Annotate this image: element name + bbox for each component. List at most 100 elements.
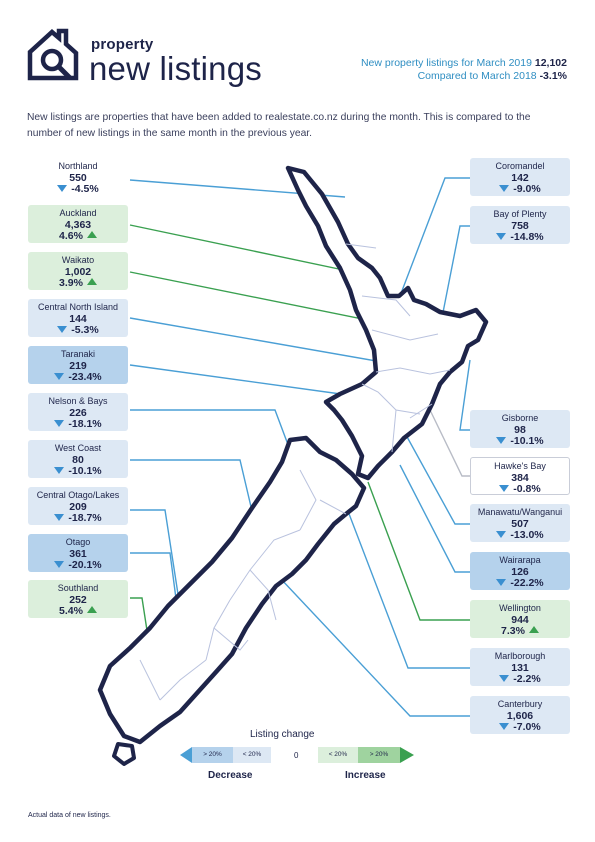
region-card-hawkes-bay: Hawke's Bay 384 -0.8% [470, 457, 570, 495]
region-change: -22.2% [510, 577, 544, 589]
region-value: 144 [69, 312, 87, 325]
region-change: -0.8% [513, 483, 541, 495]
region-name: Waikato [61, 255, 95, 265]
legend-inc-big: > 20% [369, 751, 389, 758]
region-card-wairarapa: Wairarapa 126 -22.2% [470, 552, 570, 590]
decrease-arrow-icon [54, 514, 65, 521]
legend-dec-small: < 20% [242, 751, 262, 758]
region-value: 944 [511, 613, 529, 626]
region-card-manawatu-wanganui: Manawatu/Wanganui 507 -13.0% [470, 504, 570, 542]
summary-total: New property listings for March 2019 12,… [361, 57, 567, 69]
legend-title: Listing change [250, 729, 315, 740]
region-card-wellington: Wellington 944 7.3% [470, 600, 570, 638]
region-name: West Coast [54, 443, 102, 453]
decrease-arrow-icon [54, 373, 65, 380]
region-card-west-coast: West Coast 80 -10.1% [28, 440, 128, 478]
leader-gisborne [459, 359, 471, 431]
region-change: -10.1% [68, 465, 102, 477]
region-name: Marlborough [494, 651, 546, 661]
region-value: 507 [511, 517, 529, 530]
region-value: 131 [511, 661, 529, 674]
increase-arrow-icon [86, 231, 97, 238]
region-card-bay-of-plenty: Bay of Plenty 758 -14.8% [470, 206, 570, 244]
region-change: 7.3% [501, 625, 525, 637]
region-value: 142 [511, 171, 529, 184]
leader-wellington [367, 481, 470, 621]
region-name: Southland [57, 583, 99, 593]
decrease-arrow-icon [496, 531, 507, 538]
leader-canterbury [279, 577, 470, 717]
decrease-arrow-icon [496, 437, 507, 444]
legend-zero: 0 [294, 751, 299, 760]
leader-central-north-island [129, 317, 406, 367]
intro-paragraph: New listings are properties that have be… [27, 112, 531, 139]
region-change: 3.9% [59, 277, 83, 289]
increase-arrow-icon [86, 606, 97, 613]
region-change: -2.2% [513, 673, 541, 685]
region-name: Otago [65, 537, 91, 547]
summary-total-value: 12,102 [534, 57, 567, 69]
leader-west-coast [130, 459, 257, 529]
region-name: Auckland [59, 208, 97, 218]
leader-bay-of-plenty [436, 225, 470, 344]
summary-comparison-value: -3.1% [539, 70, 567, 82]
decrease-arrow-icon [54, 561, 65, 568]
region-name: Northland [58, 161, 98, 171]
region-change: 4.6% [59, 230, 83, 242]
leader-central-otago [130, 509, 183, 621]
region-value: 4,363 [64, 218, 92, 231]
legend-scale [180, 747, 414, 763]
region-card-waikato: Waikato 1,002 3.9% [28, 252, 128, 290]
region-card-central-otago-lakes: Central Otago/Lakes 209 -18.7% [28, 487, 128, 525]
region-change: -18.1% [68, 418, 102, 430]
footnote: Actual data of new listings. [28, 812, 111, 819]
legend-increase-label: Increase [345, 770, 386, 781]
region-name: Gisborne [501, 413, 539, 423]
region-change: -14.8% [510, 231, 544, 243]
decrease-arrow-icon [499, 185, 510, 192]
region-name: Wairarapa [499, 555, 541, 565]
decrease-arrow-icon [499, 485, 510, 492]
north-island-outline [285, 165, 489, 481]
leader-manawatu [405, 434, 470, 525]
region-change: -9.0% [513, 183, 541, 195]
increase-arrow-icon [86, 278, 97, 285]
leader-hawkes-bay [429, 409, 470, 477]
region-change: -4.5% [71, 183, 99, 195]
decrease-arrow-icon [499, 723, 510, 730]
region-value: 550 [69, 171, 87, 184]
legend-inc-small: < 20% [328, 751, 348, 758]
region-name: Taranaki [60, 349, 96, 359]
region-card-coromandel: Coromandel 142 -9.0% [470, 158, 570, 196]
leader-waikato [129, 271, 383, 324]
decrease-arrow-icon [54, 467, 65, 474]
legend-decrease-label: Decrease [208, 770, 253, 781]
leader-marlborough [337, 484, 470, 669]
page-title: new listings [89, 50, 262, 87]
region-name: Hawke's Bay [494, 461, 546, 471]
region-value: 758 [511, 219, 529, 232]
region-change: -7.0% [513, 721, 541, 733]
region-value: 209 [69, 500, 87, 513]
region-change: -5.3% [71, 324, 99, 336]
summary-comparison-label: Compared to March 2018 [417, 70, 537, 82]
region-value: 80 [72, 453, 84, 466]
region-change: -23.4% [68, 371, 102, 383]
stewart-island-outline [112, 742, 136, 766]
region-name: Nelson & Bays [48, 396, 108, 406]
region-card-nelson-bays: Nelson & Bays 226 -18.1% [28, 393, 128, 431]
legend-dec-big: > 20% [203, 751, 222, 758]
decrease-arrow-icon [57, 185, 68, 192]
region-card-canterbury: Canterbury 1,606 -7.0% [470, 696, 570, 734]
region-card-otago: Otago 361 -20.1% [28, 534, 128, 572]
decrease-arrow-icon [57, 326, 68, 333]
region-card-gisborne: Gisborne 98 -10.1% [470, 410, 570, 448]
region-card-northland: Northland 550 -4.5% [28, 158, 128, 196]
region-change: -18.7% [68, 512, 102, 524]
region-name: Manawatu/Wanganui [477, 507, 563, 517]
region-name: Canterbury [497, 699, 543, 709]
decrease-arrow-icon [496, 579, 507, 586]
leader-lines [129, 177, 471, 717]
summary-total-label: New property listings for March 2019 [360, 57, 532, 69]
